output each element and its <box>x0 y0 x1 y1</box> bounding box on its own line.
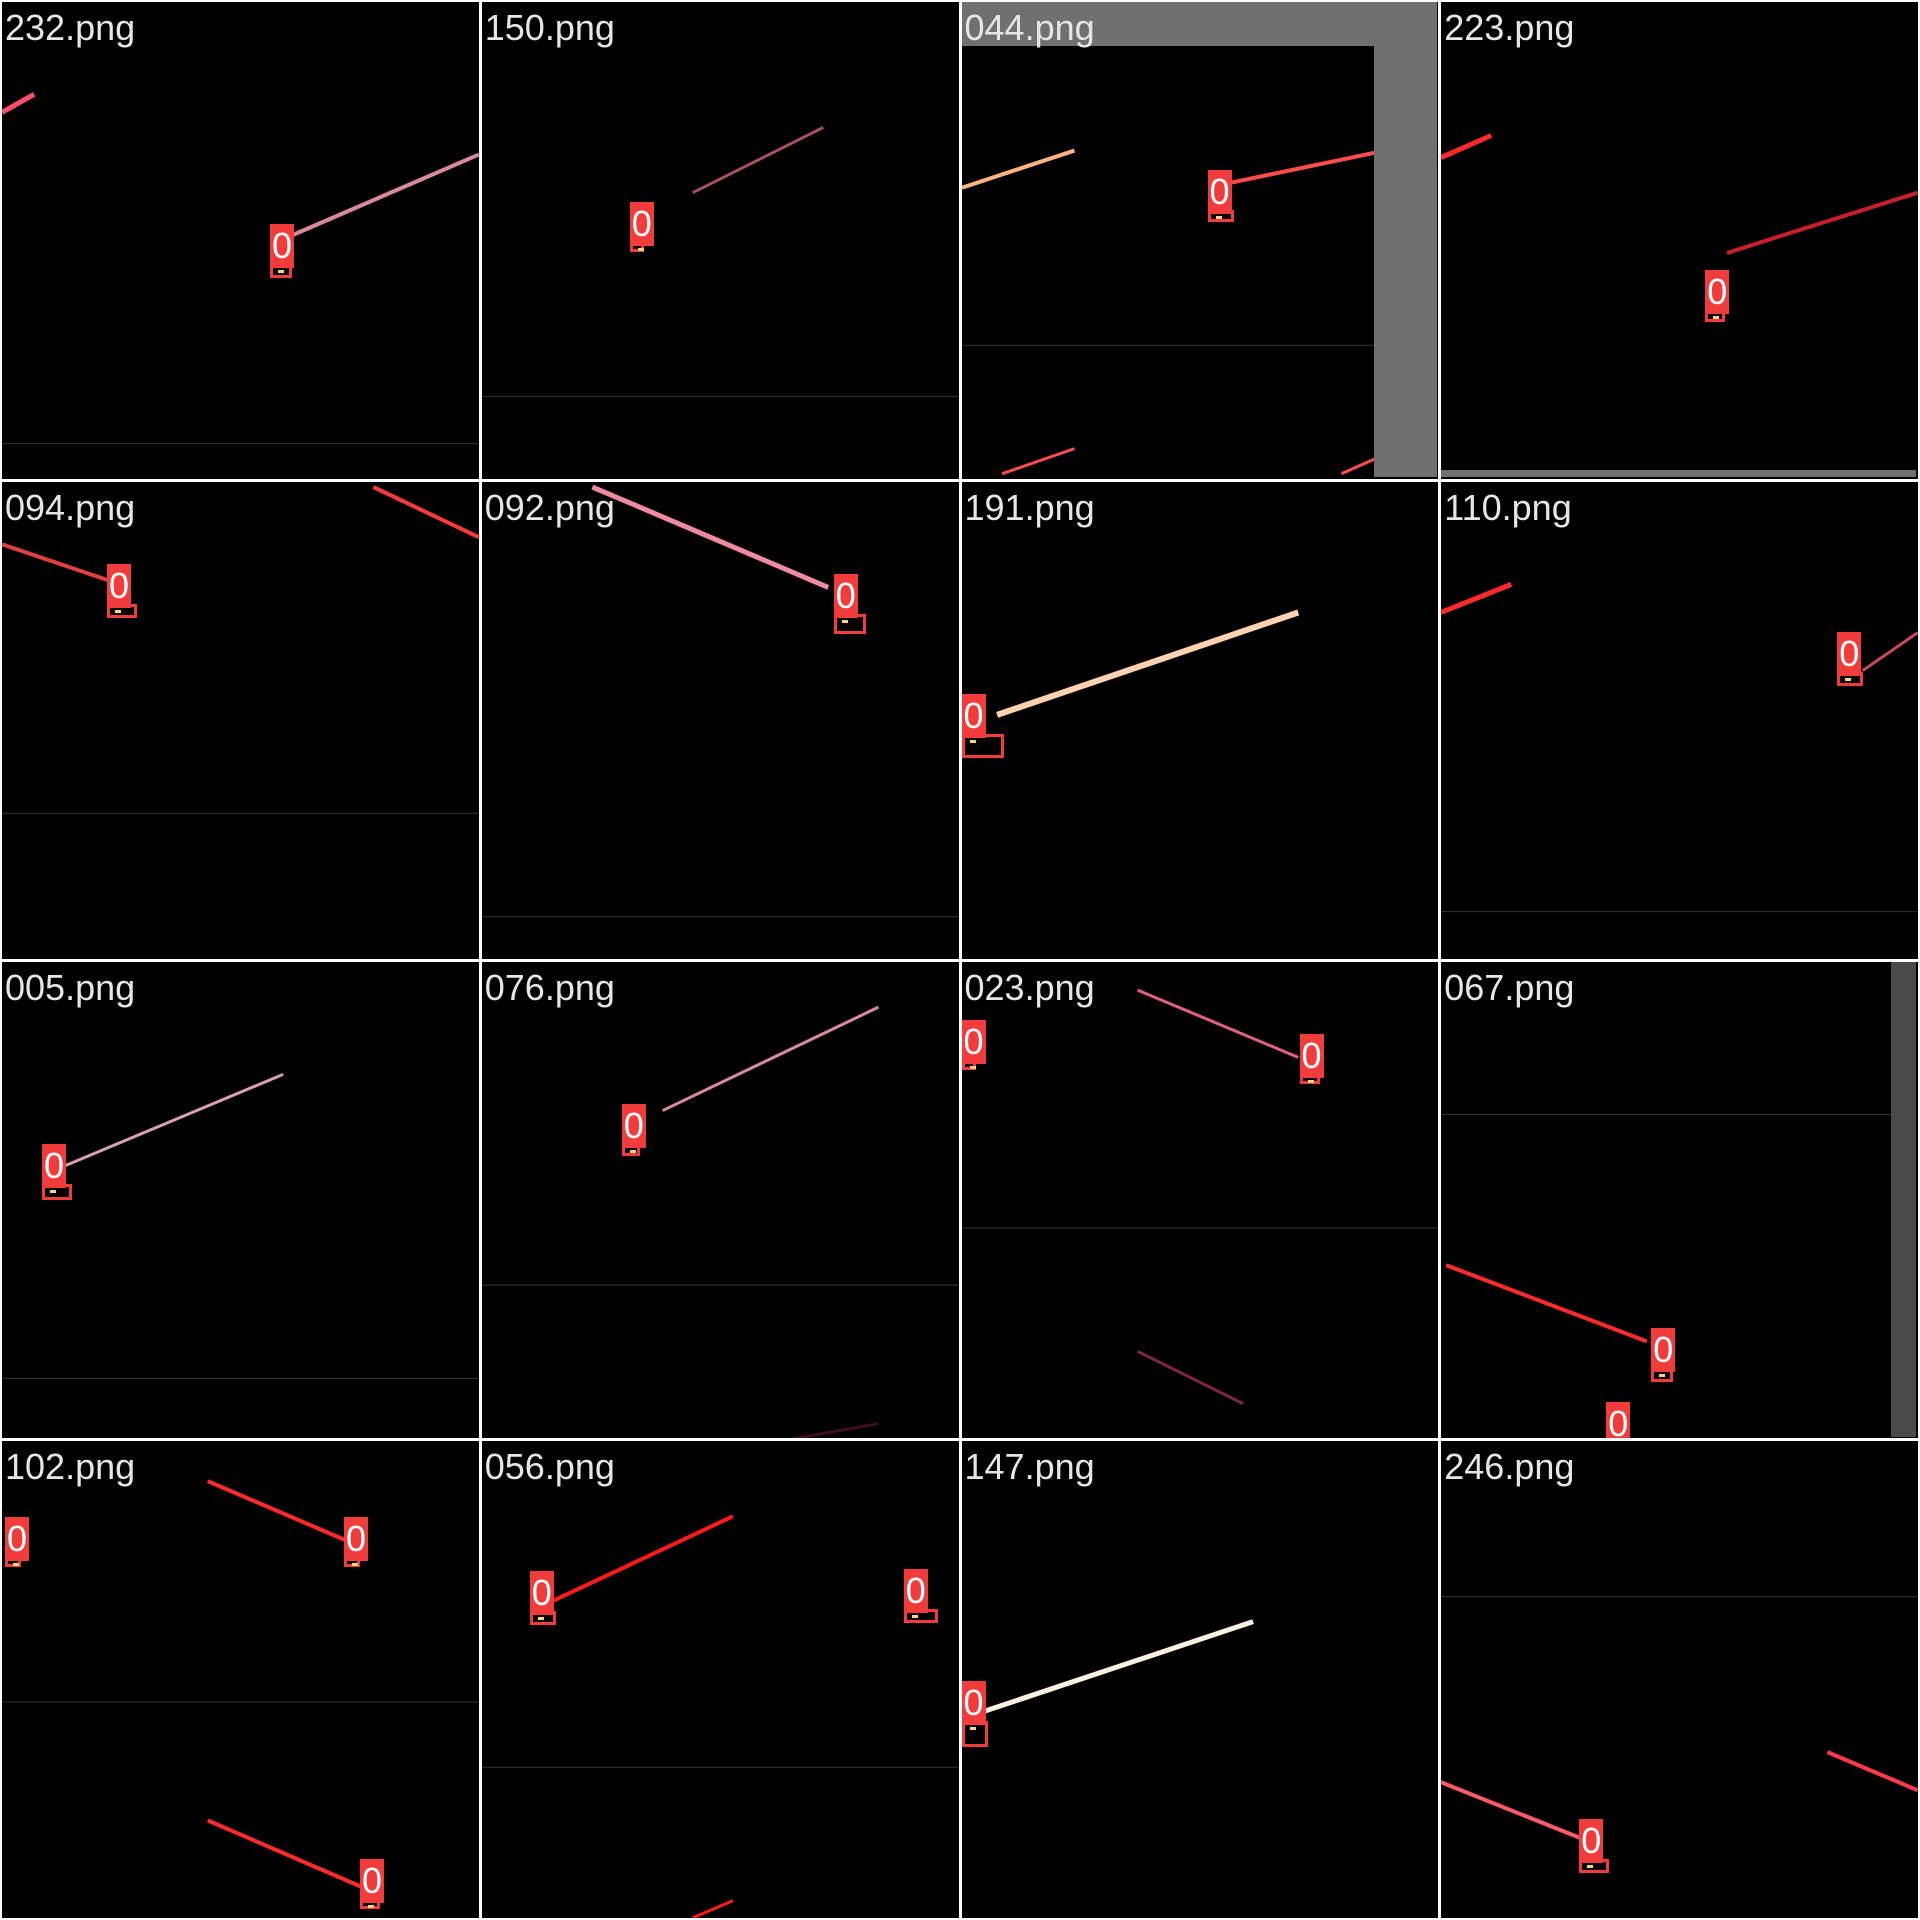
tile-110[interactable]: 110.png 0 <box>1441 481 1918 959</box>
detection-class-label: 0 <box>1606 1401 1631 1439</box>
padding-bottom <box>1441 470 1917 477</box>
detection-class-label: 0 <box>903 1569 928 1614</box>
tile-image <box>980 1619 1254 1715</box>
detection-class-label: 0 <box>621 1103 646 1148</box>
tile-filename: 102.png <box>5 1446 136 1488</box>
tile-023[interactable]: 023.png 0 0 <box>961 961 1439 1439</box>
tile-044[interactable]: 044.png 0 <box>961 2 1439 479</box>
tile-filename: 056.png <box>484 1446 615 1488</box>
padding-right <box>1373 2 1437 477</box>
detection-class-label: 0 <box>961 693 986 738</box>
tile-filename: 246.png <box>1444 1446 1575 1488</box>
tile-image <box>2 1072 479 1379</box>
tile-246[interactable]: 246.png 0 <box>1441 1441 1918 1918</box>
tile-filename: 094.png <box>5 486 136 528</box>
tile-005[interactable]: 005.png 0 <box>2 961 479 1439</box>
tile-filename: 076.png <box>484 966 615 1008</box>
detection-class-label: 0 <box>961 1681 986 1726</box>
tile-image <box>1441 1596 1918 1845</box>
tile-150[interactable]: 150.png 0 <box>481 2 959 479</box>
detection-class-label: 0 <box>961 1019 986 1064</box>
tile-076[interactable]: 076.png 0 <box>481 961 959 1439</box>
detection-class-label: 0 <box>1207 170 1232 214</box>
detection-class-label: 0 <box>107 563 131 608</box>
tile-filename: 110.png <box>1444 486 1572 528</box>
detection-class-label: 0 <box>1705 270 1730 314</box>
tile-image <box>481 484 959 917</box>
tile-filename: 223.png <box>1444 7 1575 48</box>
tile-image <box>2 484 479 814</box>
tile-filename: 067.png <box>1444 966 1575 1008</box>
tile-image <box>1441 581 1918 912</box>
detection-class-label: 0 <box>1651 1327 1676 1372</box>
tile-image <box>481 1005 959 1439</box>
tile-image <box>995 609 1299 718</box>
tile-filename: 023.png <box>964 966 1095 1008</box>
tile-094[interactable]: 094.png 0 <box>2 481 479 959</box>
detection-class-label: 0 <box>529 1571 554 1616</box>
tile-image <box>961 148 1376 476</box>
detection-class-label: 0 <box>344 1517 368 1562</box>
tile-191[interactable]: 191.png 0 <box>961 481 1439 959</box>
tile-092[interactable]: 092.png 0 <box>481 481 959 959</box>
detection-class-label: 0 <box>629 202 654 246</box>
tile-image <box>1441 1113 1893 1343</box>
tile-filename: 147.png <box>964 1446 1095 1488</box>
tile-image <box>1441 133 1918 255</box>
tile-filename: 044.png <box>964 7 1095 48</box>
detection-class-label: 0 <box>42 1143 66 1188</box>
detection-class-label: 0 <box>1837 631 1862 676</box>
detection-class-label: 0 <box>1299 1033 1324 1078</box>
padding-right <box>1891 961 1917 1437</box>
tile-056[interactable]: 056.png 0 0 <box>481 1441 959 1918</box>
detection-class-label: 0 <box>270 224 294 268</box>
detection-class-label: 0 <box>1579 1819 1604 1864</box>
tile-image <box>481 126 959 397</box>
tile-filename: 191.png <box>964 486 1095 528</box>
tile-filename: 005.png <box>5 966 136 1008</box>
tile-232[interactable]: 232.png 0 <box>2 2 479 479</box>
tile-image <box>961 988 1439 1405</box>
tile-067[interactable]: 067.png 0 0 <box>1441 961 1918 1439</box>
tile-image <box>2 1479 479 1890</box>
detection-class-label: 0 <box>360 1859 384 1904</box>
tile-223[interactable]: 223.png 0 <box>1441 2 1918 479</box>
tile-image <box>481 1514 959 1918</box>
detection-class-label: 0 <box>833 573 858 618</box>
detection-class-label: 0 <box>5 1517 29 1562</box>
padding-top <box>961 2 1437 46</box>
tile-image <box>2 92 479 445</box>
tile-147[interactable]: 147.png 0 <box>961 1441 1439 1918</box>
tile-filename: 150.png <box>484 7 615 48</box>
tile-filename: 232.png <box>5 7 136 48</box>
tile-filename: 092.png <box>484 486 615 528</box>
tile-102[interactable]: 102.png 0 0 0 <box>2 1441 479 1918</box>
